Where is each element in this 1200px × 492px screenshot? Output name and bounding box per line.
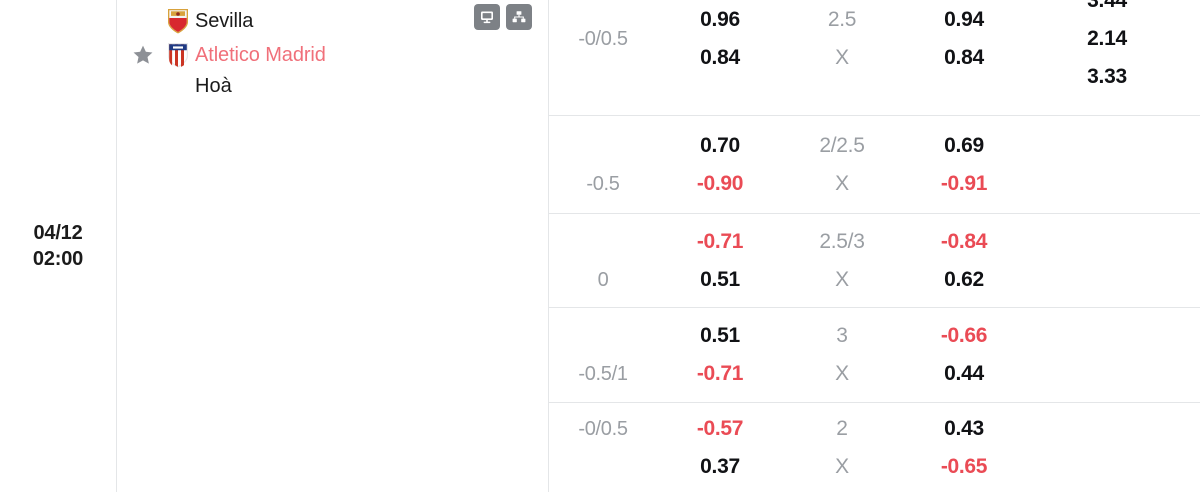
home-odds-cell[interactable]: 0.70 -0.90 <box>657 127 783 203</box>
favorite-star-button[interactable] <box>125 44 161 66</box>
home-odds-bottom: -0.71 <box>696 362 744 385</box>
total-line: 2 <box>836 416 848 440</box>
handicap-value: -0.5 <box>586 172 620 195</box>
away-team-name: Atletico Madrid <box>195 44 326 66</box>
handicap-cell: -0.5 <box>549 146 657 195</box>
match-date: 04/12 <box>33 222 83 244</box>
match-datetime: 04/12 02:00 <box>33 220 83 272</box>
draw-marker: X <box>835 362 849 385</box>
away-odds-bottom: 0.62 <box>944 267 984 291</box>
match-time: 02:00 <box>32 248 84 270</box>
total-line: 2.5 <box>827 7 857 31</box>
away-team-line[interactable]: Atletico Madrid <box>117 38 548 72</box>
handicap-value: -0.5/1 <box>578 363 628 385</box>
home-odds-bottom: 0.84 <box>700 45 740 69</box>
home-odds-bottom: 0.51 <box>700 267 740 291</box>
home-team-line[interactable]: Sevilla <box>117 4 548 38</box>
home-odds-bottom: -0.90 <box>696 171 744 195</box>
home-odds-top: 0.70 <box>700 133 740 157</box>
away-odds-bottom: 0.84 <box>944 45 984 69</box>
odds-row[interactable]: 0 -0.71 0.51 2.5/3 X -0.84 0.62 <box>549 214 1200 308</box>
live-stream-icon[interactable] <box>474 4 500 30</box>
home-odds-top: -0.57 <box>696 416 744 440</box>
handicap-result-note: Hoà <box>195 75 232 97</box>
away-odds-bottom: 0.44 <box>944 362 984 385</box>
odds-1: 3.44 <box>1087 0 1127 12</box>
handicap-value: 0 <box>597 268 609 291</box>
away-odds-cell[interactable]: 0.94 0.84 <box>901 1 1027 77</box>
home-odds-cell[interactable]: 0.51 -0.71 <box>657 317 783 393</box>
teams-column: Sevilla Atletico Madrid <box>117 0 549 492</box>
handicap-value: -0/0.5 <box>578 417 628 440</box>
line-cell: 2/2.5 X <box>783 127 901 203</box>
away-odds-top: 0.43 <box>944 416 984 440</box>
away-odds-cell[interactable]: -0.84 0.62 <box>901 223 1027 299</box>
lineup-icon[interactable] <box>506 4 532 30</box>
line-cell: 2 X <box>783 410 901 486</box>
away-odds-cell[interactable]: 0.43 -0.65 <box>901 410 1027 486</box>
atletico-madrid-crest-icon <box>161 42 195 68</box>
away-odds-top: -0.84 <box>940 229 988 253</box>
odds-row[interactable]: -0.5/1 0.51 -0.71 3 X -0.66 0.44 <box>549 308 1200 403</box>
handicap-cell: 0 <box>549 242 657 291</box>
home-odds-top: 0.51 <box>700 324 740 347</box>
away-odds-cell[interactable]: -0.66 0.44 <box>901 317 1027 393</box>
away-odds-cell[interactable]: 0.69 -0.91 <box>901 127 1027 203</box>
odds-row[interactable]: -0.5 0.70 -0.90 2/2.5 X 0.69 -0.91 <box>549 116 1200 214</box>
draw-marker: X <box>835 454 849 478</box>
handicap-value: -0/0.5 <box>578 27 628 50</box>
away-odds-top: 0.69 <box>944 133 984 157</box>
total-line: 3 <box>836 324 848 347</box>
sevilla-crest-icon <box>161 8 195 34</box>
home-odds-top: -0.71 <box>696 229 744 253</box>
match-datetime-column: 04/12 02:00 <box>0 0 117 492</box>
total-line: 2.5/3 <box>819 229 865 253</box>
match-odds-cell[interactable]: 3.44 2.14 3.33 <box>1027 0 1187 96</box>
away-odds-bottom: -0.65 <box>940 454 988 478</box>
draw-marker: X <box>835 267 849 291</box>
odds-x: 2.14 <box>1087 26 1127 50</box>
handicap-cell: -0/0.5 <box>549 418 657 467</box>
home-odds-top: 0.96 <box>700 7 740 31</box>
home-team-name: Sevilla <box>195 10 254 32</box>
line-cell: 2.5/3 X <box>783 223 901 299</box>
action-icons-group <box>474 4 532 30</box>
odds-row[interactable]: -0/0.5 0.96 0.84 2.5 X 0.94 0.84 3.44 2.… <box>549 0 1200 116</box>
line-cell: 3 X <box>783 317 901 393</box>
away-odds-top: -0.66 <box>940 324 988 347</box>
away-odds-top: 0.94 <box>944 7 984 31</box>
line-cell: 2.5 X <box>783 1 901 77</box>
draw-marker: X <box>835 171 849 195</box>
odds-column: -0/0.5 0.96 0.84 2.5 X 0.94 0.84 3.44 2.… <box>549 0 1200 492</box>
home-odds-cell[interactable]: -0.71 0.51 <box>657 223 783 299</box>
home-odds-cell[interactable]: -0.57 0.37 <box>657 410 783 486</box>
handicap-cell: -0/0.5 <box>549 28 657 77</box>
odds-2: 3.33 <box>1087 64 1127 88</box>
odds-row[interactable]: -0/0.5 -0.57 0.37 2 X 0.43 -0.65 <box>549 403 1200 492</box>
handicap-cell: -0.5/1 <box>549 336 657 385</box>
total-line: 2/2.5 <box>819 133 865 157</box>
home-odds-bottom: 0.37 <box>700 454 740 478</box>
away-odds-bottom: -0.91 <box>940 171 988 195</box>
draw-marker: X <box>835 45 849 69</box>
home-odds-cell[interactable]: 0.96 0.84 <box>657 1 783 77</box>
